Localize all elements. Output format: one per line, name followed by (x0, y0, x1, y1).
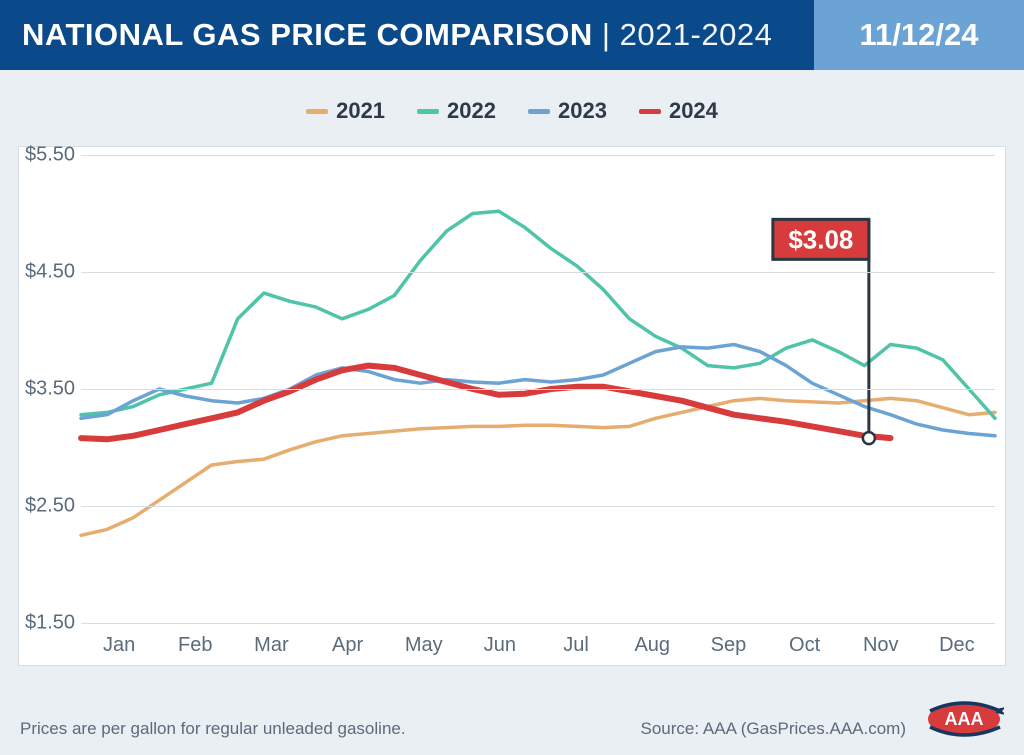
chart-container: $3.08 $1.50 $2.50 $3.50 $4.50 $5.50 Jan Feb Mar… (18, 146, 1006, 666)
x-axis-label: Feb (178, 634, 212, 657)
title-main: NATIONAL GAS PRICE COMPARISON (22, 17, 593, 52)
y-axis-label: $1.50 (25, 612, 75, 635)
x-axis-label: Apr (332, 634, 363, 657)
svg-text:AAA: AAA (945, 709, 984, 729)
legend-item-2024: 2024 (639, 98, 718, 124)
footer: Prices are per gallon for regular unlead… (20, 689, 1004, 739)
grid-line (81, 155, 995, 156)
page-title: NATIONAL GAS PRICE COMPARISON | 2021-202… (22, 17, 772, 53)
legend-label: 2023 (558, 98, 607, 124)
x-axis-label: Sep (711, 634, 747, 657)
header-bar: NATIONAL GAS PRICE COMPARISON | 2021-202… (0, 0, 1024, 70)
legend-label: 2021 (336, 98, 385, 124)
footer-source: Source: AAA (GasPrices.AAA.com) (641, 719, 906, 739)
legend-label: 2022 (447, 98, 496, 124)
legend-item-2022: 2022 (417, 98, 496, 124)
report-date: 11/12/24 (860, 17, 979, 53)
x-axis-label: Jan (103, 634, 135, 657)
x-axis-label: Jun (484, 634, 516, 657)
x-axis-label: Aug (634, 634, 670, 657)
x-axis-label: Mar (254, 634, 288, 657)
legend-label: 2024 (669, 98, 718, 124)
legend-swatch (528, 109, 550, 114)
aaa-logo-icon: AAA (924, 689, 1004, 739)
y-axis-label: $2.50 (25, 495, 75, 518)
legend-swatch (306, 109, 328, 114)
y-axis-label: $5.50 (25, 144, 75, 167)
grid-line (81, 272, 995, 273)
legend-item-2023: 2023 (528, 98, 607, 124)
x-axis-label: May (405, 634, 443, 657)
header-right: 11/12/24 (814, 0, 1024, 70)
x-axis-label: Oct (789, 634, 820, 657)
grid-line (81, 389, 995, 390)
x-axis-label: Dec (939, 634, 975, 657)
y-axis-label: $4.50 (25, 261, 75, 284)
title-sep: | (593, 17, 620, 52)
grid-line (81, 623, 995, 624)
series-line-2024 (81, 366, 891, 440)
x-axis-label: Jul (563, 634, 589, 657)
callout-value: $3.08 (788, 224, 853, 254)
callout-end-dot (863, 432, 875, 444)
footer-note: Prices are per gallon for regular unlead… (20, 719, 406, 739)
legend-swatch (417, 109, 439, 114)
y-axis-label: $3.50 (25, 378, 75, 401)
header-left: NATIONAL GAS PRICE COMPARISON | 2021-202… (0, 0, 814, 70)
title-range: 2021-2024 (620, 17, 773, 52)
legend-item-2021: 2021 (306, 98, 385, 124)
plot-area: $3.08 $1.50$2.50$3.50$4.50$5.50JanFebMar… (81, 155, 995, 623)
x-axis-label: Nov (863, 634, 899, 657)
chart-legend: 2021 2022 2023 2024 (0, 70, 1024, 128)
grid-line (81, 506, 995, 507)
legend-swatch (639, 109, 661, 114)
